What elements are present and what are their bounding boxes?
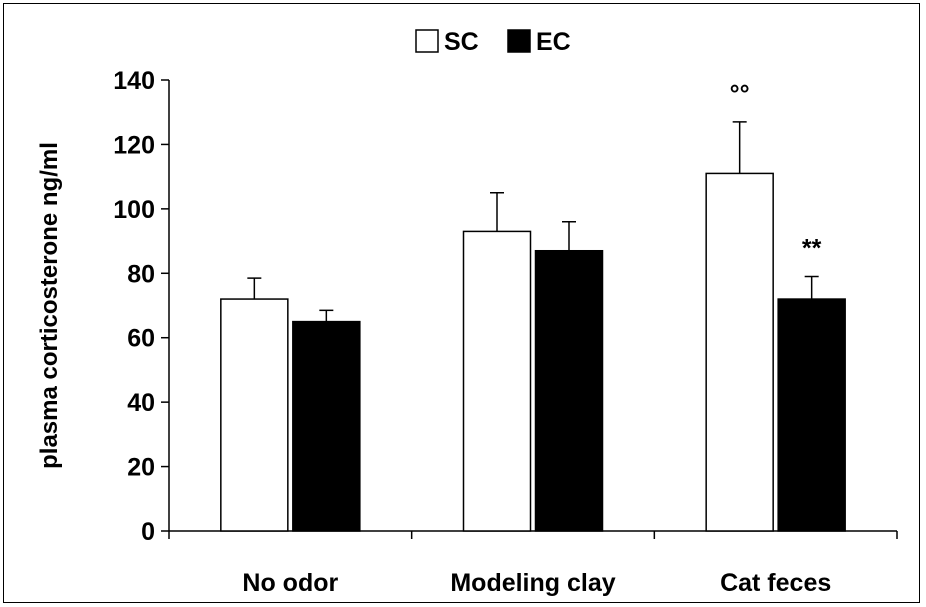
x-category-label: Modeling clay (450, 569, 615, 597)
bar-sc (220, 298, 289, 532)
y-tick-label: 40 (127, 389, 155, 417)
legend-label-ec: EC (536, 28, 571, 56)
legend-swatch-sc (415, 29, 439, 53)
y-tick-label: 140 (113, 67, 155, 95)
bar-ec (534, 249, 604, 532)
significance-annotation: ** (802, 235, 822, 263)
legend: SC EC (415, 28, 571, 56)
y-tick-label: 80 (127, 260, 155, 288)
legend-swatch-ec (507, 29, 531, 53)
significance-annotation: °° (730, 80, 750, 108)
y-tick-label: 60 (127, 325, 155, 353)
bar-ec (292, 320, 361, 532)
labels: 0 20 40 60 80 100 120 140 No odor Modeling clay °°… (36, 67, 831, 597)
bar-chart: 0 20 40 60 80 100 120 140 No odor Modeling clay °°… (36, 28, 898, 597)
y-tick-label: 20 (127, 454, 155, 482)
x-category-label: No odor (242, 569, 338, 597)
chart-frame: 0 20 40 60 80 100 120 140 No odor Modeling clay °°… (3, 3, 920, 603)
bar-sc (462, 230, 532, 532)
x-category-label: Cat feces (720, 569, 831, 597)
y-axis-label: plasma corticosterone ng/ml (36, 142, 63, 469)
y-tick-label: 100 (113, 196, 155, 224)
bar-ec (777, 298, 846, 532)
bar-sc (705, 172, 774, 532)
axes (161, 79, 898, 539)
y-tick-label: 0 (141, 518, 155, 546)
y-tick-label: 120 (113, 131, 155, 159)
bars (220, 121, 846, 532)
legend-label-sc: SC (444, 28, 479, 56)
